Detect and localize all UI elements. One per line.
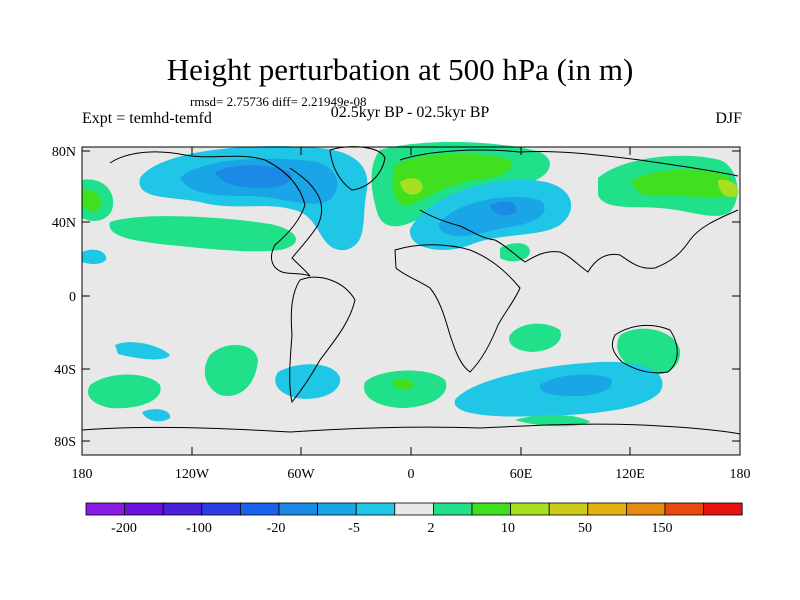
anomaly-spacific-negative [115,342,170,360]
colorbar-label: 50 [578,521,592,536]
anomaly-eu-positive-strong [400,178,423,195]
colorbar-swatch [85,502,125,516]
perturbation-shading [82,141,739,427]
colorbar-swatch [162,502,203,516]
stats-text: rmsd= 2.75736 diff= 2.21949e-08 [190,94,367,109]
season-label: DJF [715,110,742,127]
anomaly-westedge-negative [82,249,107,264]
colorbar-swatch [471,502,511,516]
colorbar-swatch [278,502,318,516]
colorbar-label: 2 [428,521,435,536]
anomaly-south-small-negative [142,409,171,422]
y-label-40n: 40N [52,216,76,231]
coast-north-america [109,151,323,277]
colorbar-swatch [355,502,396,516]
y-label-80n: 80N [52,145,76,160]
colorbar-swatch [394,502,434,516]
colorbar-swatch [587,502,627,516]
colorbar-label: -5 [348,521,360,536]
anomaly-westedge-positive-core [82,189,101,212]
anomaly-spacific-positive-mid [204,344,258,396]
coastlines [81,146,741,435]
anomaly-asia-negative-dark [490,201,517,216]
colorbar-swatch [201,502,241,516]
colorbar [85,502,743,516]
y-label-40s: 40S [54,363,76,378]
experiment-label: Expt = temhd-temfd [82,110,212,127]
colorbar-swatch [432,502,473,516]
anomaly-sa-negative [275,364,341,399]
coast-south-america [289,276,356,404]
x-label-180w: 180 [72,467,93,482]
colorbar-swatch [664,502,704,516]
colorbar-label: -200 [111,521,137,536]
period-label: 02.5kyr BP - 02.5kyr BP [330,104,490,121]
anomaly-eu-positive-core [392,153,512,206]
colorbar-swatch [239,502,280,516]
colorbar-swatch [317,502,357,516]
colorbar-swatch [510,502,550,516]
anomaly-southern-negative-core [539,374,612,396]
anomaly-antarctic-positive [515,414,590,427]
anomaly-indian-positive [509,323,561,352]
coast-antarctica [81,423,741,435]
colorbar-label: 150 [652,521,673,536]
coast-eurasia [399,149,739,273]
colorbar-swatch [703,502,743,516]
anomaly-spacific-positive-west [88,374,161,409]
coast-africa [394,244,521,373]
colorbar-label: -20 [267,521,286,536]
anomaly-eastasia-positive-core [630,169,733,199]
colorbar-label: 10 [501,521,515,536]
y-label-0: 0 [69,290,76,305]
plot-title: Height perturbation at 500 hPa (in m) [166,52,634,87]
anomaly-pacific-positive [109,216,297,252]
anomaly-asia-negative-core [438,196,545,237]
x-label-60e: 60E [510,467,533,482]
anomaly-mideast-positive [500,243,530,262]
y-axis [82,150,740,442]
colorbar-swatch [548,502,589,516]
colorbar-label: -100 [186,521,212,536]
y-label-80s: 80S [54,435,76,450]
colorbar-swatch [626,502,666,516]
anomaly-australia-positive [617,328,681,375]
x-axis [81,147,741,455]
anomaly-satlantic-positive-core [392,378,414,391]
x-label-0: 0 [408,467,415,482]
colorbar-swatch [124,502,164,516]
x-label-120e: 120E [615,467,645,482]
x-label-60w: 60W [287,467,315,482]
anomaly-eastasia-positive-strong [718,179,739,198]
x-label-180e: 180 [730,467,751,482]
anomaly-na-negative-dark [215,165,292,188]
coast-australia [611,324,678,374]
colorbar-labels: -200 -100 -20 -5 2 10 50 150 [111,521,672,536]
x-label-120w: 120W [175,467,210,482]
